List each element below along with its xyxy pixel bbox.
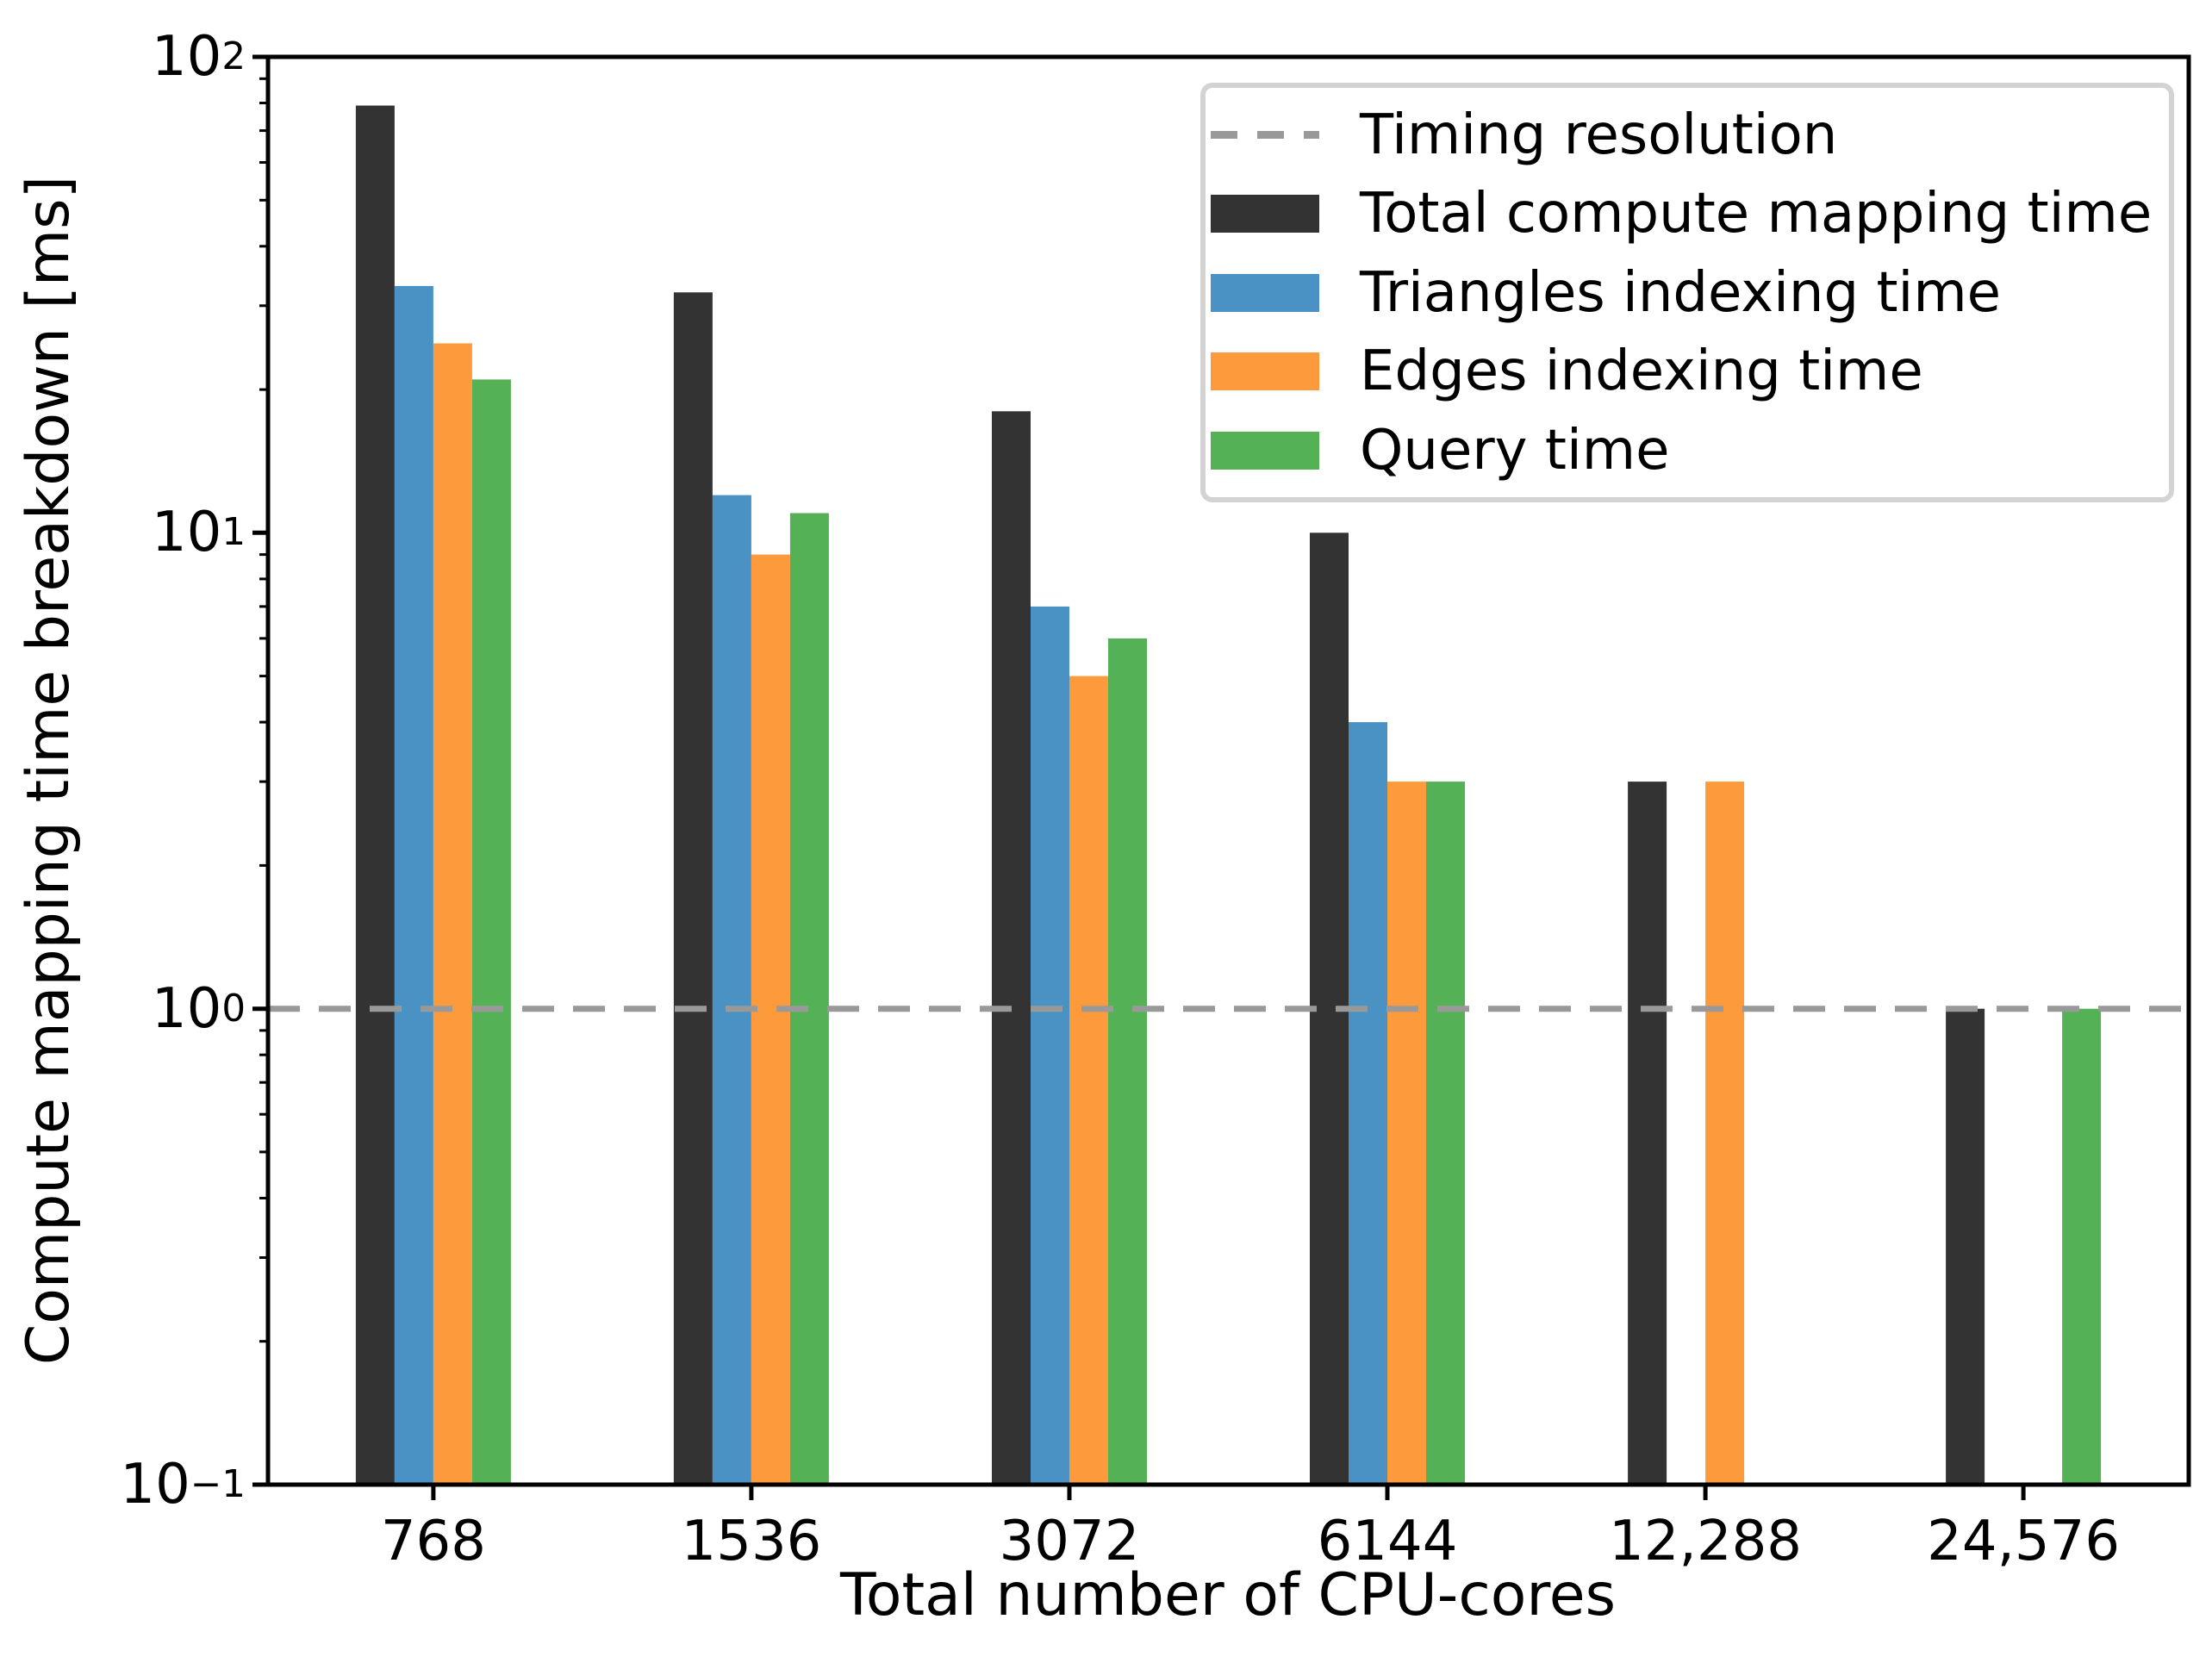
bars-group: [355, 105, 2102, 1485]
bar-query-time-3072: [1108, 638, 1147, 1485]
y-tick-label-1: 10 1: [151, 501, 246, 565]
legend-item-triangles-indexing-time: Triangles indexing time: [1211, 261, 2169, 325]
bar-edges-indexing-time-12-288: [1705, 782, 1745, 1485]
bar-total-compute-mapping-time-1536: [673, 292, 713, 1485]
legend-item-total-compute-mapping-time: Total compute mapping time: [1211, 182, 2169, 246]
bar-query-time-1536: [789, 513, 829, 1485]
legend-label-total-compute-mapping-time: Total compute mapping time: [1360, 182, 2153, 246]
y-tick-label-0: 10 2: [151, 25, 246, 89]
bar-query-time-768: [471, 379, 511, 1485]
legend: Timing resolution Total compute mapping t…: [1200, 83, 2174, 502]
legend-label-query-time: Query time: [1360, 418, 1670, 483]
y-tick-label-2: 10 0: [151, 976, 246, 1041]
bar-total-compute-mapping-time-3072: [992, 411, 1031, 1485]
legend-key-timing-resolution: [1211, 116, 1319, 154]
legend-label-triangles-indexing-time: Triangles indexing time: [1360, 260, 2002, 325]
x-tick-label-1536: 1536: [681, 1510, 822, 1573]
bar-query-time-6144: [1426, 782, 1465, 1485]
bar-total-compute-mapping-time-24-576: [1946, 1008, 1985, 1485]
y-tick-label-3: 10 −1: [120, 1453, 246, 1517]
legend-swatch-edges-indexing-time: [1211, 352, 1319, 390]
bar-triangles-indexing-time-3072: [1031, 606, 1069, 1485]
x-tick-label-768: 768: [380, 1510, 486, 1573]
x-tick-label-3072: 3072: [999, 1510, 1140, 1573]
x-tick-label-24-576: 24,576: [1927, 1510, 2121, 1573]
legend-key-edges-indexing-time: [1211, 352, 1319, 390]
bar-triangles-indexing-time-768: [394, 285, 433, 1485]
dashed-line-icon: [1211, 131, 1319, 139]
legend-key-total-compute-mapping-time: [1211, 195, 1319, 233]
legend-key-triangles-indexing-time: [1211, 273, 1319, 312]
x-axis-label: Total number of CPU-cores: [839, 1561, 1617, 1629]
x-tick-label-12-288: 12,288: [1609, 1510, 1803, 1573]
bar-total-compute-mapping-time-12-288: [1628, 782, 1667, 1485]
legend-label-edges-indexing-time: Edges indexing time: [1360, 339, 1923, 403]
x-tick-label-6144: 6144: [1317, 1510, 1458, 1573]
legend-swatch-triangles-indexing-time: [1211, 273, 1319, 312]
legend-item-edges-indexing-time: Edges indexing time: [1211, 339, 2169, 403]
y-axis-label: Compute mapping time breakdown [ms]: [15, 175, 83, 1366]
bar-total-compute-mapping-time-768: [355, 105, 395, 1485]
legend-swatch-total-compute-mapping-time: [1211, 195, 1319, 233]
legend-swatch-query-time: [1211, 431, 1319, 470]
legend-item-query-time: Query time: [1211, 419, 2169, 483]
bar-edges-indexing-time-768: [433, 343, 472, 1485]
legend-key-query-time: [1211, 431, 1319, 470]
bar-query-time-24-576: [2062, 1008, 2102, 1485]
bar-triangles-indexing-time-1536: [712, 495, 751, 1485]
legend-item-timing-resolution: Timing resolution: [1211, 103, 2169, 167]
bar-edges-indexing-time-3072: [1069, 676, 1108, 1485]
plot-frame: [265, 54, 2191, 1487]
bar-triangles-indexing-time-6144: [1349, 722, 1387, 1485]
legend-label-timing-resolution: Timing resolution: [1360, 103, 1838, 167]
bar-edges-indexing-time-1536: [751, 554, 790, 1485]
bar-edges-indexing-time-6144: [1387, 782, 1426, 1485]
